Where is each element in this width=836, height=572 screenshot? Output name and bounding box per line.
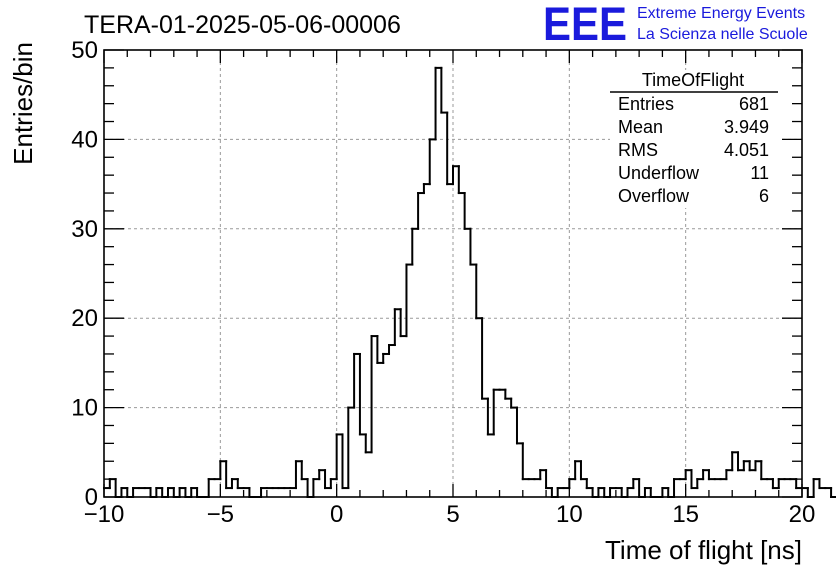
x-tick-label: 20 (789, 501, 816, 528)
y-tick-label: 30 (71, 216, 98, 243)
stats-box-background (610, 70, 780, 208)
eee-logo: EEE (543, 0, 627, 50)
x-tick-label: 0 (330, 501, 343, 528)
stats-row-value: 11 (750, 163, 769, 183)
stats-row-label: Underflow (618, 163, 700, 183)
y-tick-label: 50 (71, 37, 98, 64)
stats-box-title: TimeOfFlight (642, 70, 744, 90)
tick-label-layer: −10 −5 0 5 10 15 20 0 10 20 30 40 50 (71, 37, 815, 528)
x-tick-label: 5 (446, 501, 459, 528)
y-tick-label: 0 (85, 484, 98, 511)
y-tick-label: 20 (71, 305, 98, 332)
logo-line-1: Extreme Energy Events (637, 5, 805, 22)
y-tick-label: 10 (71, 395, 98, 422)
stats-row-value: 4.051 (724, 140, 769, 160)
stats-box: TimeOfFlight Entries 681 Mean 3.949 RMS 4.051… (610, 70, 780, 208)
stats-row-label: Mean (618, 117, 663, 137)
grid-layer (104, 50, 802, 497)
x-tick-label: −5 (207, 501, 234, 528)
stats-rows: Entries 681 Mean 3.949 RMS 4.051 Underflow 11 Ov… (618, 94, 769, 206)
logo-line-2: La Scienza nelle Scuole (637, 26, 808, 43)
x-tick-label: 15 (672, 501, 699, 528)
y-axis-title: Entries/bin (8, 42, 38, 165)
stats-row-label: RMS (618, 140, 658, 160)
x-tick-label: 10 (556, 501, 583, 528)
stats-row-label: Overflow (618, 186, 690, 206)
data-layer (103, 66, 836, 498)
tick-layer (103, 49, 803, 498)
stats-row-value: 6 (759, 186, 769, 206)
x-axis-title: Time of flight [ns] (605, 535, 802, 565)
stats-row-value: 3.949 (724, 117, 769, 137)
stats-row-value: 681 (739, 94, 769, 114)
y-tick-label: 40 (71, 126, 98, 153)
stats-row-label: Entries (618, 94, 674, 114)
x-tick-label: −10 (84, 501, 125, 528)
run-title: TERA-01-2025-05-06-00006 (84, 11, 401, 39)
